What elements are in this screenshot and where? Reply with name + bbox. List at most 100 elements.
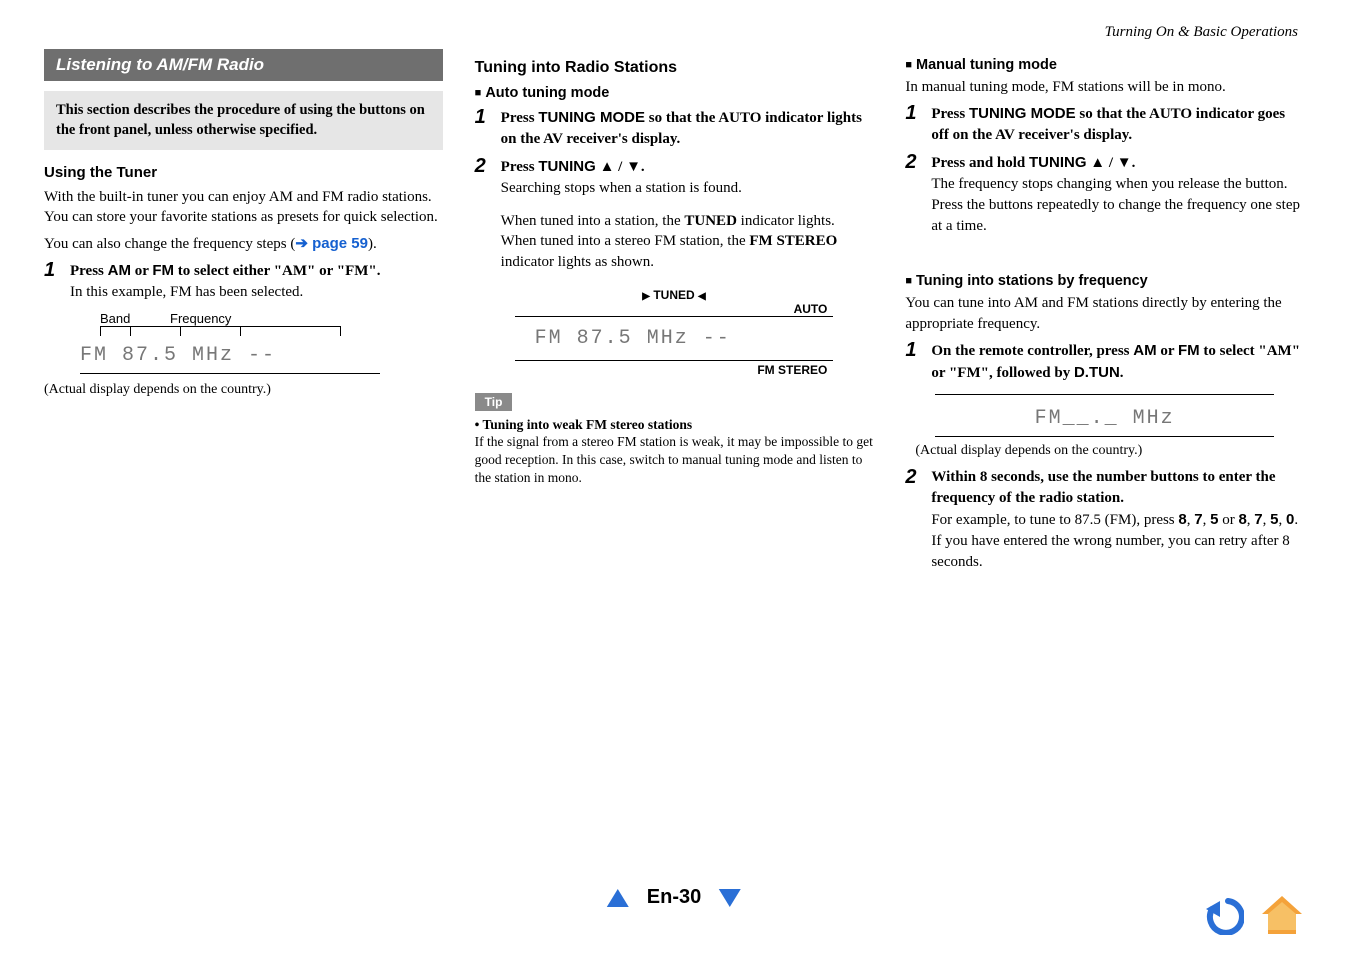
columns: Listening to AM/FM Radio This section de… bbox=[44, 49, 1304, 577]
button-label: TUNING bbox=[1029, 154, 1087, 171]
step-number: 1 bbox=[905, 340, 921, 384]
step-lead: Within 8 seconds, use the number buttons… bbox=[931, 469, 1275, 506]
step-subtext: Press the buttons repeatedly to change t… bbox=[931, 197, 1300, 234]
lcd-caption: (Actual display depends on the country.) bbox=[915, 443, 1304, 459]
text: or bbox=[131, 263, 152, 279]
text: . bbox=[1294, 512, 1298, 528]
text: to select either "AM" or "FM". bbox=[174, 263, 380, 279]
button-label: AM bbox=[1133, 342, 1156, 359]
key-label: 8 bbox=[1238, 511, 1246, 528]
link-text: page 59 bbox=[312, 235, 368, 252]
tuned-diagram: ▶ TUNED ◀ AUTO FM 87.5 MHz -- FM STEREO bbox=[515, 288, 834, 377]
step-subtext: Searching stops when a station is found. bbox=[501, 180, 742, 196]
step-lead: Press TUNING ▲ / ▼. bbox=[501, 159, 645, 175]
tip-title-text: Tuning into weak FM stereo stations bbox=[479, 417, 692, 432]
label-frequency: Frequency bbox=[170, 311, 231, 326]
note-box: This section describes the procedure of … bbox=[44, 91, 443, 150]
key-label: 7 bbox=[1254, 511, 1262, 528]
tip-title: • Tuning into weak FM stereo stations bbox=[475, 417, 874, 433]
step-lead: Press TUNING MODE so that the AUTO indic… bbox=[931, 106, 1285, 143]
step-body: Press TUNING ▲ / ▼. Searching stops when… bbox=[501, 156, 874, 278]
lcd-diagram: Band Frequency FM 87.5 MHz -- bbox=[60, 311, 427, 374]
triangle-right-icon: ▶ bbox=[642, 291, 650, 302]
lcd-label-lines bbox=[100, 326, 427, 342]
text: or bbox=[1218, 512, 1238, 528]
text: On the remote controller, press bbox=[931, 343, 1133, 359]
manual-step-1: 1 Press TUNING MODE so that the AUTO ind… bbox=[905, 103, 1304, 146]
tuned-para: When tuned into a station, the TUNED ind… bbox=[501, 211, 874, 272]
auto-step-2: 2 Press TUNING ▲ / ▼. Searching stops wh… bbox=[475, 156, 874, 278]
step-number: 2 bbox=[905, 467, 921, 573]
step-subtext: The frequency stops changing when you re… bbox=[931, 176, 1287, 192]
text: indicator lights as shown. bbox=[501, 254, 654, 270]
step-lead: Press and hold TUNING ▲ / ▼. bbox=[931, 155, 1135, 171]
section-title-bar: Listening to AM/FM Radio bbox=[44, 49, 443, 81]
step-subtext: If you have entered the wrong number, yo… bbox=[931, 533, 1289, 570]
text: , bbox=[1263, 512, 1271, 528]
text: , bbox=[1203, 512, 1211, 528]
column-2: Tuning into Radio Stations ■Auto tuning … bbox=[475, 49, 874, 577]
triangle-left-icon: ◀ bbox=[698, 291, 706, 302]
step-body: Press AM or FM to select either "AM" or … bbox=[70, 260, 443, 303]
text: or bbox=[1157, 343, 1178, 359]
tuning-heading: Tuning into Radio Stations bbox=[475, 59, 874, 77]
auto-indicator-label: AUTO bbox=[515, 302, 834, 316]
page-nav: En-30 bbox=[607, 886, 741, 909]
lcd-display: FM__._ MHz bbox=[935, 394, 1274, 437]
square-bullet-icon: ■ bbox=[475, 87, 482, 99]
step-1: 1 Press AM or FM to select either "AM" o… bbox=[44, 260, 443, 303]
button-label: FM bbox=[152, 262, 174, 279]
prev-page-icon[interactable] bbox=[607, 889, 629, 907]
key-label: 8 bbox=[1178, 511, 1186, 528]
text: , bbox=[1278, 512, 1286, 528]
step-subtext: In this example, FM has been selected. bbox=[70, 284, 303, 300]
step-lead: Press TUNING MODE so that the AUTO indic… bbox=[501, 110, 862, 147]
tip-body: If the signal from a stereo FM station i… bbox=[475, 433, 874, 488]
home-icon[interactable] bbox=[1260, 894, 1304, 936]
text: Press bbox=[501, 110, 539, 126]
page-link[interactable]: ➔ page 59 bbox=[295, 235, 368, 252]
page: Turning On & Basic Operations Listening … bbox=[0, 0, 1348, 577]
heading-text: Auto tuning mode bbox=[485, 85, 609, 101]
key-label: 7 bbox=[1194, 511, 1202, 528]
page-footer: En-30 bbox=[0, 886, 1348, 936]
text: Press bbox=[931, 106, 969, 122]
auto-step-1: 1 Press TUNING MODE so that the AUTO ind… bbox=[475, 107, 874, 150]
text: . bbox=[1120, 365, 1124, 381]
tip-badge: Tip bbox=[475, 393, 513, 411]
heading-text: Manual tuning mode bbox=[916, 57, 1057, 73]
step-number: 1 bbox=[44, 260, 60, 303]
step-number: 2 bbox=[905, 152, 921, 237]
label-band: Band bbox=[100, 311, 170, 326]
step-body: Press TUNING MODE so that the AUTO indic… bbox=[931, 103, 1304, 146]
manual-para: In manual tuning mode, FM stations will … bbox=[905, 77, 1304, 97]
back-icon[interactable] bbox=[1200, 895, 1244, 935]
manual-tuning-heading: ■ Manual tuning mode bbox=[905, 57, 1304, 73]
step-lead: On the remote controller, press AM or FM… bbox=[931, 343, 1300, 381]
freq-step-2: 2 Within 8 seconds, use the number butto… bbox=[905, 467, 1304, 573]
lcd-labels: Band Frequency bbox=[100, 311, 427, 326]
button-label: TUNING MODE bbox=[538, 109, 645, 126]
text: Press bbox=[70, 263, 108, 279]
step-body: Press TUNING MODE so that the AUTO indic… bbox=[501, 107, 874, 150]
manual-step-2: 2 Press and hold TUNING ▲ / ▼. The frequ… bbox=[905, 152, 1304, 237]
lcd-display: FM 87.5 MHz -- bbox=[80, 342, 380, 374]
next-page-icon[interactable] bbox=[719, 889, 741, 907]
step-number: 1 bbox=[475, 107, 491, 150]
step-lead: Press AM or FM to select either "AM" or … bbox=[70, 263, 380, 279]
step-body: Press and hold TUNING ▲ / ▼. The frequen… bbox=[931, 152, 1304, 237]
square-bullet-icon: ■ bbox=[905, 59, 912, 71]
text: ). bbox=[368, 236, 377, 252]
square-bullet-icon: ■ bbox=[905, 275, 912, 287]
step-number: 2 bbox=[475, 156, 491, 278]
indicator-name: FM STEREO bbox=[749, 233, 837, 249]
heading-text: Tuning into stations by frequency bbox=[916, 273, 1148, 289]
breadcrumb: Turning On & Basic Operations bbox=[44, 24, 1304, 41]
text: When tuned into a station, the bbox=[501, 213, 685, 229]
lcd-caption: (Actual display depends on the country.) bbox=[44, 382, 443, 398]
tuner-para-2: You can also change the frequency steps … bbox=[44, 234, 443, 254]
column-1: Listening to AM/FM Radio This section de… bbox=[44, 49, 443, 577]
tuner-para-1: With the built-in tuner you can enjoy AM… bbox=[44, 187, 443, 228]
fm-stereo-label: FM STEREO bbox=[515, 363, 834, 377]
lcd-display: FM 87.5 MHz -- bbox=[515, 316, 834, 361]
